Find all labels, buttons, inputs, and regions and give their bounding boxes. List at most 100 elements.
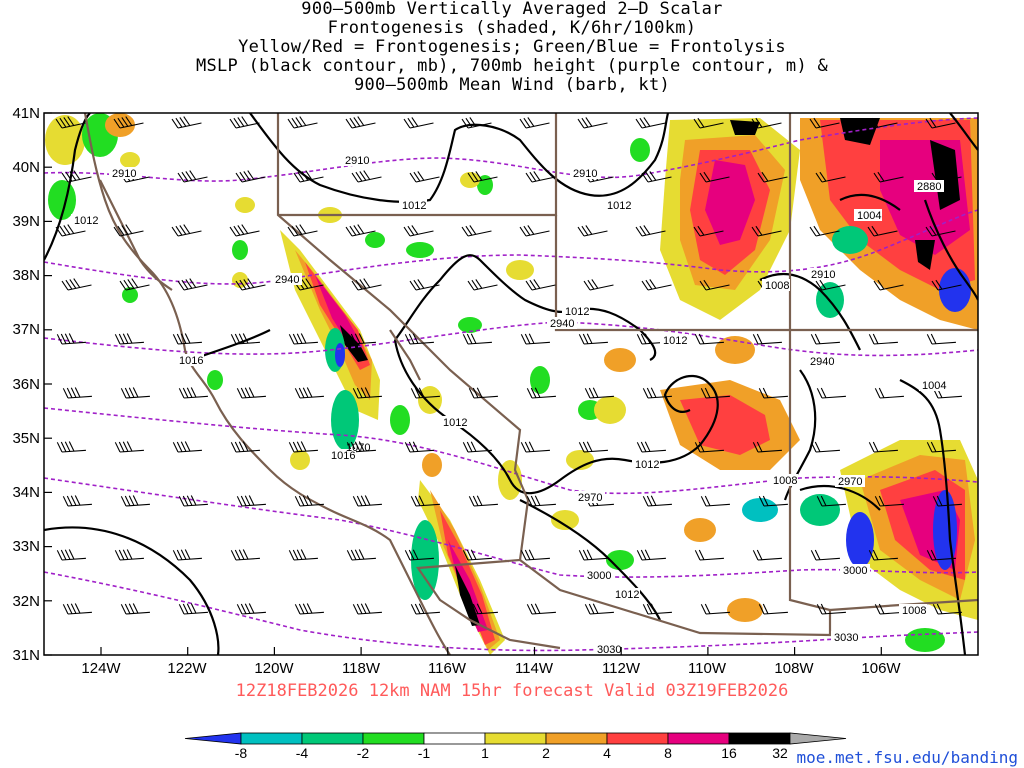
- svg-text:1012: 1012: [402, 200, 426, 212]
- wind-barb: [520, 441, 550, 453]
- wind-barb: [642, 603, 672, 615]
- svg-text:3030: 3030: [834, 632, 858, 644]
- wind-barb: [758, 603, 788, 615]
- wind-barb: [700, 387, 730, 399]
- wind-barb: [172, 333, 202, 345]
- lat-label: 39N: [12, 213, 40, 230]
- colorbar-left-arrow: [184, 732, 242, 745]
- lat-label: 40N: [12, 159, 40, 176]
- svg-text:2970: 2970: [578, 492, 602, 504]
- wind-barb: [461, 225, 492, 237]
- wind-barb: [584, 387, 614, 399]
- svg-text:1004: 1004: [922, 380, 946, 392]
- mslp-label: 1012: [604, 199, 632, 212]
- wind-barb: [468, 495, 498, 507]
- source-url[interactable]: moe.met.fsu.edu/banding: [796, 748, 1018, 767]
- wind-barb: [171, 116, 202, 129]
- colorbar-label: -1: [417, 745, 431, 761]
- colorbar-label: -8: [234, 745, 248, 761]
- wind-barb: [462, 333, 492, 345]
- wind-barb: [641, 171, 672, 183]
- wind-barb: [526, 603, 556, 615]
- svg-text:1070: 1070: [346, 442, 370, 454]
- wind-barb: [578, 549, 608, 561]
- wind-barb: [177, 278, 208, 291]
- svg-text:1008: 1008: [902, 605, 926, 617]
- height-label: 3000: [840, 564, 870, 577]
- wind-barb: [816, 387, 846, 399]
- wind-barb: [62, 495, 92, 507]
- wind-barb: [346, 549, 376, 561]
- map-plot-area: 1012 1012 1012 1012 1016 1016 1012 1012 …: [44, 113, 978, 655]
- lon-label: 116W: [427, 660, 467, 677]
- colorbar-swatch: [484, 732, 547, 745]
- wind-barb: [351, 170, 382, 183]
- valid-time-line: 12Z18FEB2026 12km NAM 15hr forecast Vali…: [235, 681, 789, 701]
- wind-barb: [874, 495, 904, 507]
- wind-barb: [230, 549, 260, 561]
- wind-barb: [520, 549, 550, 561]
- wind-barb: [636, 549, 666, 561]
- wind-barb: [810, 333, 840, 345]
- lon-label: 120W: [254, 660, 294, 677]
- wind-barb: [526, 495, 556, 507]
- wind-barb: [288, 441, 318, 453]
- wind-barb: [236, 603, 266, 615]
- wind-barb: [751, 225, 782, 237]
- wind-barb: [809, 225, 840, 237]
- height-label: 2910: [570, 167, 600, 180]
- wind-barb: [346, 333, 376, 345]
- wind-barb: [410, 387, 440, 399]
- wind-barb: [816, 603, 846, 615]
- lat-label: 38N: [12, 267, 40, 284]
- mslp-label: 1012: [632, 458, 660, 471]
- wind-barb: [642, 387, 672, 399]
- svg-text:1016: 1016: [331, 450, 355, 462]
- wind-barb: [699, 279, 730, 291]
- wind-barb: [352, 387, 382, 399]
- wind-barb: [178, 495, 208, 507]
- wind-barb: [468, 387, 498, 399]
- wind-barb: [61, 278, 92, 291]
- wind-barb: [345, 116, 376, 129]
- wind-barb: [467, 171, 498, 183]
- wind-barb: [120, 495, 150, 507]
- wind-barb: [519, 225, 550, 237]
- wind-barb: [694, 441, 724, 453]
- wind-barb: [287, 224, 318, 237]
- wind-barb: [403, 225, 434, 237]
- wind-barb: [578, 333, 608, 345]
- wind-barb: [873, 279, 904, 291]
- wind-barb: [700, 495, 730, 507]
- wind-barb: [55, 116, 86, 129]
- wind-barb: [758, 495, 788, 507]
- wind-barb: [635, 117, 666, 129]
- wind-barb: [62, 603, 92, 615]
- svg-text:1012: 1012: [607, 200, 631, 212]
- wind-barb: [404, 549, 434, 561]
- colorbar-label: 32: [772, 745, 788, 761]
- colorbar-swatch: [423, 732, 486, 745]
- svg-text:1004: 1004: [857, 210, 881, 222]
- mslp-label: 1004: [919, 379, 947, 392]
- mslp-label: 1012: [660, 334, 688, 347]
- wind-barb: [410, 495, 440, 507]
- wind-barb: [810, 441, 840, 453]
- svg-text:1008: 1008: [765, 280, 789, 292]
- wind-barb: [462, 441, 492, 453]
- height-label: 2910: [342, 154, 372, 167]
- wind-barb: [873, 171, 904, 183]
- height-label: 2940: [807, 355, 837, 368]
- colorbar-label: 8: [664, 745, 672, 761]
- wind-barb: [178, 387, 208, 399]
- wind-barb: [235, 278, 266, 291]
- wind-barb: [172, 441, 202, 453]
- title-line-1: 900–500mb Vertically Averaged 2–D Scalar: [301, 0, 723, 19]
- wind-barb: [468, 603, 498, 615]
- title-line-3: Yellow/Red = Frontogenesis; Green/Blue =…: [238, 37, 786, 57]
- wind-barb: [120, 387, 150, 399]
- wind-barb: [114, 549, 144, 561]
- wind-barb: [410, 603, 440, 615]
- wind-barb: [120, 603, 150, 615]
